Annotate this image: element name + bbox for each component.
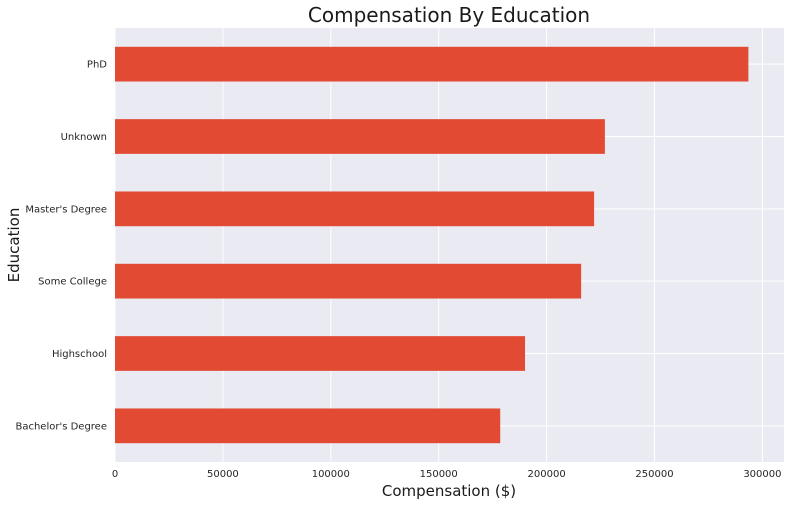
y-tick-label: Bachelor's Degree <box>15 421 107 432</box>
bar <box>115 46 749 82</box>
x-tick-label: 0 <box>112 469 118 480</box>
x-axis-label: Compensation ($) <box>382 482 516 500</box>
x-tick-label: 300000 <box>743 469 781 480</box>
bar <box>115 119 605 154</box>
bar <box>115 408 501 444</box>
bar <box>115 263 582 299</box>
plot-background <box>115 28 784 462</box>
y-tick-label: Master's Degree <box>25 204 107 215</box>
bar <box>115 336 526 371</box>
y-tick-label: Highschool <box>52 349 107 360</box>
bar <box>115 191 595 227</box>
x-tick-label: 50000 <box>207 469 239 480</box>
y-tick-label: PhD <box>87 60 107 71</box>
x-tick-label: 100000 <box>312 469 350 480</box>
chart-title: Compensation By Education <box>308 3 590 27</box>
x-tick-label: 150000 <box>420 469 458 480</box>
x-tick-label: 200000 <box>528 469 566 480</box>
x-tick-label: 250000 <box>635 469 673 480</box>
bar-series <box>115 46 749 444</box>
y-tick-labels: PhD Unknown Master's Degree Some College Hig… <box>15 60 107 433</box>
y-tick-label: Some College <box>38 277 107 288</box>
x-tick-labels: 0 50000 100000 150000 200000 250000 300000 <box>112 469 782 480</box>
y-axis-label: Education <box>5 208 23 283</box>
y-tick-label: Unknown <box>61 132 107 143</box>
